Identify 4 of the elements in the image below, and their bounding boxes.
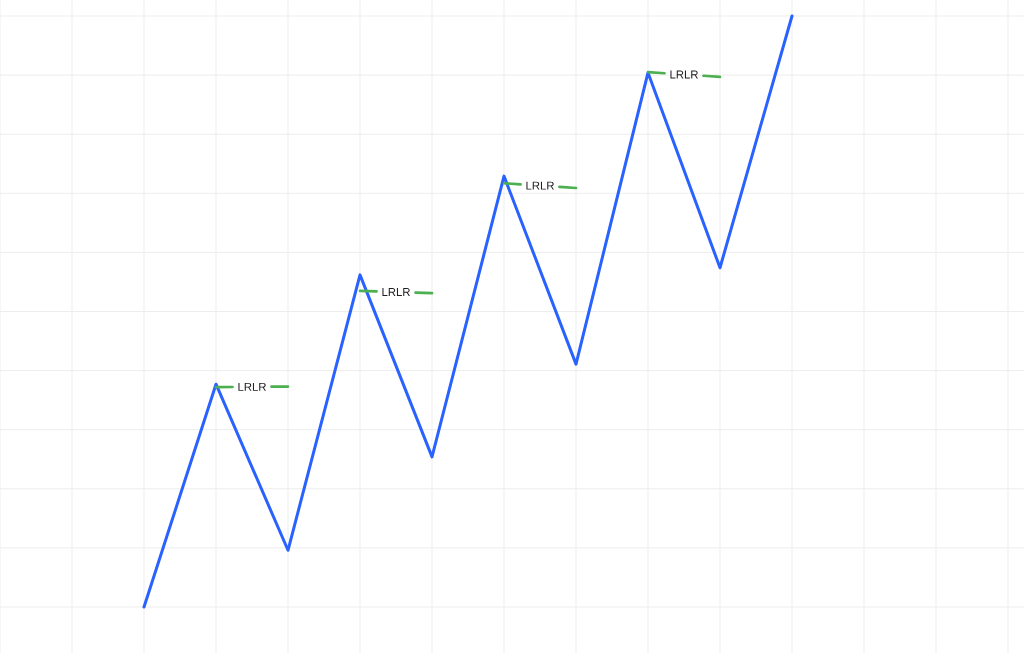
series-label: LRLR [382, 288, 410, 296]
series-label: LRLR [526, 181, 554, 190]
series-label: LRLR [238, 382, 266, 391]
series-label: LRLR [670, 70, 698, 79]
